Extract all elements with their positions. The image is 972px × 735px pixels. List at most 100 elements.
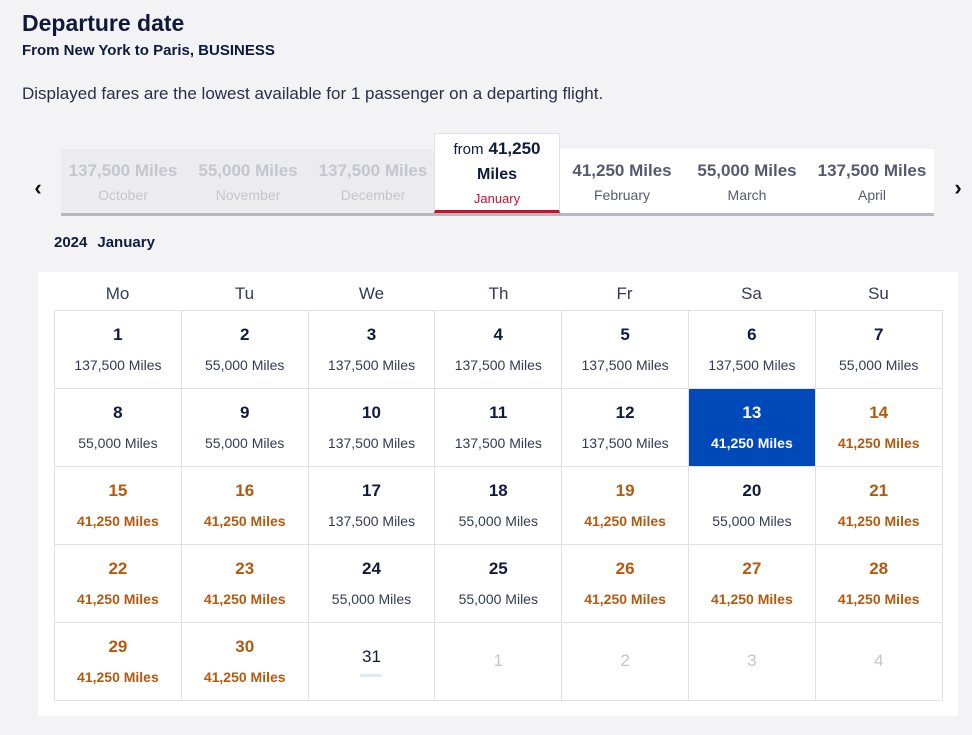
day-number: 11 [489, 403, 508, 422]
calendar-day[interactable]: 18 55,000 Miles [435, 467, 563, 545]
day-number: 30 [235, 637, 255, 656]
day-number: 13 [742, 403, 762, 422]
day-number: 1 [113, 325, 123, 344]
calendar-day[interactable]: 19 41,250 Miles [562, 467, 689, 545]
day-fare: 137,500 Miles [327, 357, 416, 373]
calendar-day[interactable]: 11 137,500 Miles [435, 389, 563, 467]
day-number: 2 [620, 651, 630, 670]
weekday-label: Fr [616, 284, 633, 303]
day-fare: 55,000 Miles [205, 435, 285, 451]
calendar-day[interactable]: 2 55,000 Miles [181, 311, 309, 389]
calendar-day[interactable]: 3 137,500 Miles [308, 311, 436, 389]
day-number: 5 [620, 325, 630, 344]
day-number: 27 [742, 559, 762, 578]
calendar-day-outside: 2 [562, 623, 689, 701]
day-fare: 55,000 Miles [331, 591, 412, 607]
day-number: 7 [873, 325, 884, 344]
month-miles: 137,500 Miles [68, 161, 178, 180]
calendar-day[interactable]: 21 41,250 Miles [815, 467, 943, 545]
day-fare: 41,250 Miles [203, 669, 286, 685]
day-number: 29 [108, 637, 128, 656]
day-fare: 55,000 Miles [78, 435, 158, 451]
calendar-day[interactable]: 10 137,500 Miles [308, 389, 436, 467]
calendar-day[interactable]: 28 41,250 Miles [815, 545, 943, 623]
day-number: 24 [362, 559, 381, 578]
calendar-day-outside: 3 [688, 623, 816, 701]
day-fare: 55,000 Miles [458, 513, 538, 529]
month-tab-march[interactable]: 55,000 Miles March [685, 149, 809, 213]
calendar-day[interactable]: 7 55,000 Miles [815, 311, 943, 389]
chevron-right-icon[interactable]: › [954, 175, 962, 200]
month-tab-april[interactable]: 137,500 Miles April [810, 149, 934, 213]
from-label: from [453, 141, 484, 158]
calendar-day[interactable]: 12 137,500 Miles [562, 389, 689, 467]
day-number: 31 [362, 647, 381, 666]
calendar-day[interactable]: 17 137,500 Miles [308, 467, 436, 545]
calendar-day[interactable]: 6 137,500 Miles [688, 311, 816, 389]
day-number: 16 [235, 481, 255, 500]
day-fare: 41,250 Miles [203, 591, 286, 607]
calendar-day[interactable]: 13 41,250 Miles [688, 389, 816, 467]
day-number: 3 [366, 325, 377, 344]
calendar-day[interactable]: 25 55,000 Miles [435, 545, 563, 623]
weekday-label: We [358, 284, 385, 303]
day-number: 6 [747, 325, 757, 344]
month-tab-october: 137,500 Miles October [61, 149, 185, 213]
weekday-label: Mo [105, 284, 130, 303]
day-number: 23 [235, 559, 255, 578]
calendar-heading: 2024 January [54, 234, 165, 251]
month-miles: 41,250 Miles [572, 161, 672, 180]
calendar-day[interactable]: 1 137,500 Miles [55, 311, 182, 389]
day-number: 10 [362, 403, 381, 422]
day-number: 20 [742, 481, 762, 500]
calendar-day[interactable]: 16 41,250 Miles [181, 467, 309, 545]
calendar-day[interactable]: 20 55,000 Miles [688, 467, 816, 545]
weekday-label: Th [488, 284, 509, 303]
calendar-day[interactable]: 30 41,250 Miles [181, 623, 309, 701]
day-fare: 55,000 Miles [458, 591, 538, 607]
month-tab-february[interactable]: 41,250 Miles February [560, 149, 684, 213]
calendar-day[interactable]: 31 [308, 623, 436, 701]
calendar-day[interactable]: 9 55,000 Miles [181, 389, 309, 467]
calendar-day[interactable]: 23 41,250 Miles [181, 545, 309, 623]
calendar-day[interactable]: 26 41,250 Miles [562, 545, 689, 623]
day-number: 19 [615, 481, 635, 500]
calendar-day[interactable]: 14 41,250 Miles [815, 389, 943, 467]
calendar-day[interactable]: 5 137,500 Miles [562, 311, 689, 389]
day-number: 15 [108, 481, 128, 500]
day-fare: 137,500 Miles [581, 435, 669, 451]
month-name: April [857, 187, 886, 203]
calendar-day[interactable]: 22 41,250 Miles [55, 545, 182, 623]
calendar-day-outside: 4 [815, 623, 943, 701]
day-fare: 41,250 Miles [203, 513, 286, 529]
day-number: 14 [869, 403, 889, 422]
calendar-day[interactable]: 4 137,500 Miles [435, 311, 563, 389]
calendar-day[interactable]: 8 55,000 Miles [55, 389, 182, 467]
page-title: Departure date [22, 10, 185, 36]
calendar-day[interactable]: 27 41,250 Miles [688, 545, 816, 623]
day-number: 28 [869, 559, 889, 578]
calendar-day-outside: 1 [435, 623, 563, 701]
day-fare: 41,250 Miles [77, 591, 159, 607]
month-tab-december: 137,500 Miles December [311, 149, 435, 213]
month-miles: 55,000 Miles [198, 161, 298, 180]
weekday-label: Sa [741, 284, 762, 303]
calendar-day[interactable]: 29 41,250 Miles [55, 623, 182, 701]
calendar-day[interactable]: 15 41,250 Miles [55, 467, 182, 545]
weekday-label: Su [868, 284, 889, 303]
day-number: 2 [239, 325, 250, 344]
day-number: 1 [493, 651, 504, 670]
month-miles: 137,500 Miles [817, 161, 927, 180]
day-fare: 137,500 Miles [708, 357, 796, 373]
day-number: 17 [362, 481, 381, 500]
day-number: 3 [747, 651, 757, 670]
day-number: 22 [108, 559, 128, 578]
fare-loading-placeholder [360, 674, 383, 677]
chevron-left-icon[interactable]: ‹ [34, 175, 42, 200]
day-fare: 41,250 Miles [77, 513, 159, 529]
month-miles: 55,000 Miles [697, 161, 797, 180]
day-fare: 41,250 Miles [77, 669, 159, 685]
calendar-grid: 1 137,500 Miles 2 55,000 Miles 3 137,500 Mile… [54, 310, 943, 701]
month-tab-january[interactable]: from 41,250 Miles January [434, 133, 560, 213]
calendar-day[interactable]: 24 55,000 Miles [308, 545, 436, 623]
